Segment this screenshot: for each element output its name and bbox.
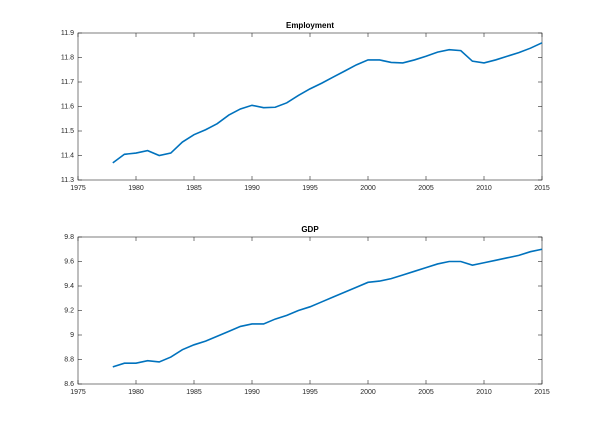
- y-tick-label: 11.9: [61, 30, 74, 37]
- x-tick-label: 2005: [418, 185, 434, 192]
- x-tick-label: 1980: [128, 389, 144, 396]
- x-tick-label: 2000: [360, 185, 376, 192]
- y-tick-label: 8.8: [64, 356, 74, 363]
- y-tick-label: 11.7: [61, 79, 74, 86]
- chart-title: Employment: [286, 21, 334, 30]
- axes-box: [77, 32, 543, 181]
- x-tick-label: 2015: [534, 185, 550, 192]
- x-tick-label: 1990: [244, 185, 260, 192]
- x-tick-label: 1975: [70, 185, 86, 192]
- x-tick-label: 1985: [186, 185, 202, 192]
- y-tick-label: 9.6: [64, 258, 74, 265]
- x-tick-label: 2000: [360, 389, 376, 396]
- y-tick-label: 9: [70, 332, 74, 339]
- y-tick-label: 11.5: [61, 128, 74, 135]
- axes-box: [77, 236, 543, 385]
- x-tick-label: 1995: [302, 185, 318, 192]
- data-line: [112, 248, 543, 368]
- x-tick-label: 1980: [128, 185, 144, 192]
- chart-title: GDP: [301, 225, 319, 234]
- x-tick-label: 1990: [244, 389, 260, 396]
- y-tick-label: 9.4: [64, 283, 74, 290]
- x-tick-label: 2010: [476, 389, 492, 396]
- x-tick-label: 1995: [302, 389, 318, 396]
- data-line: [112, 42, 543, 164]
- y-tick-label: 11.4: [61, 152, 74, 159]
- y-tick-label: 11.8: [61, 54, 74, 61]
- x-tick-label: 2015: [534, 389, 550, 396]
- y-tick-label: 11.6: [61, 103, 74, 110]
- x-tick-label: 2010: [476, 185, 492, 192]
- x-tick-label: 1985: [186, 389, 202, 396]
- y-tick-label: 9.8: [64, 234, 74, 241]
- x-tick-label: 2005: [418, 389, 434, 396]
- x-tick-label: 1975: [70, 389, 86, 396]
- y-tick-label: 8.6: [64, 381, 74, 388]
- y-tick-label: 9.2: [64, 307, 74, 314]
- y-tick-label: 11.3: [61, 177, 74, 184]
